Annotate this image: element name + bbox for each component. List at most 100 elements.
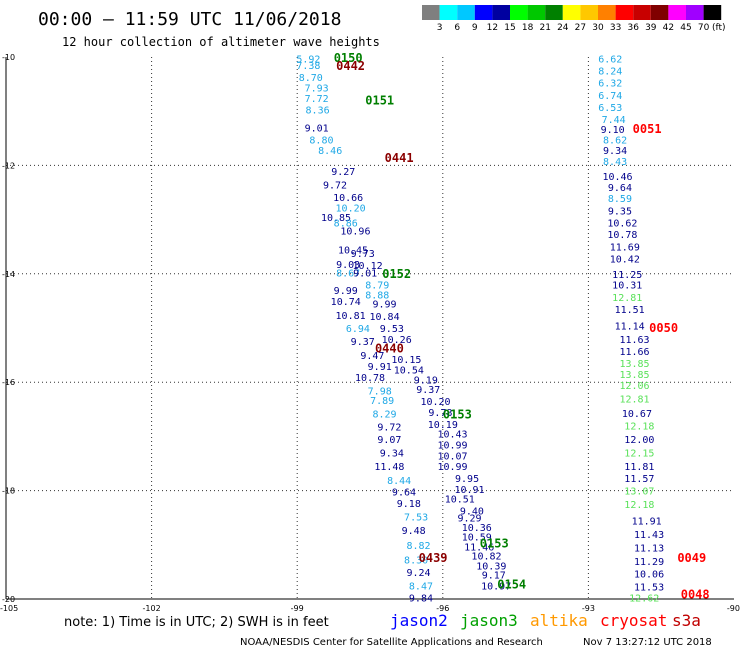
- wave-height-point: 11.25: [612, 270, 642, 281]
- colorbar-swatch: [703, 5, 722, 20]
- wave-height-point: 10.96: [340, 226, 370, 237]
- colorbar-label: 42: [663, 23, 674, 33]
- colorbar-swatch: [474, 5, 493, 20]
- colorbar-label: 30: [592, 23, 604, 33]
- y-tick-label: -20: [2, 595, 15, 604]
- wave-height-point: 9.99: [334, 286, 358, 297]
- wave-height-point: 7.38: [296, 61, 320, 72]
- wave-height-point: 8.29: [373, 410, 397, 421]
- colorbar-swatch: [668, 5, 686, 20]
- wave-height-point: 12.15: [624, 449, 654, 460]
- wave-height-point: 9.64: [392, 488, 416, 499]
- wave-height-point: 9.01: [353, 269, 377, 280]
- legend: jason2 jason3 altika cryosat s3a: [390, 611, 701, 630]
- x-tick-label: -96: [436, 604, 449, 613]
- wave-height-point: 7.98: [368, 386, 392, 397]
- x-tick-label: -90: [727, 604, 740, 613]
- wave-height-point: 6.74: [598, 91, 622, 102]
- wave-height-point: 10.99: [437, 462, 467, 473]
- colorbar-swatch: [457, 5, 475, 20]
- wave-height-point: 10.99: [437, 441, 467, 452]
- y-tick-label: -18: [2, 487, 15, 496]
- wave-height-point: 10.31: [612, 281, 642, 292]
- wave-height-point: 10.42: [610, 255, 640, 266]
- track-label: 0440: [375, 342, 404, 356]
- wave-height-point: 10.20: [420, 397, 450, 408]
- track-label: 0442: [336, 59, 365, 73]
- wave-height-point: 6.62: [598, 55, 622, 66]
- wave-height-point: 8.67: [336, 269, 360, 280]
- colorbar-label: 15: [504, 23, 515, 33]
- wave-height-point: 10.85: [321, 213, 351, 224]
- wave-height-point: 8.86: [334, 218, 358, 229]
- wave-height-point: 10.78: [607, 230, 637, 241]
- wave-height-point: 13.85: [619, 370, 649, 381]
- wave-height-point: 12.18: [624, 422, 654, 433]
- wave-height-point: 9.95: [455, 474, 479, 485]
- wave-height-point: 6.94: [346, 324, 370, 335]
- wave-height-point: 13.07: [624, 487, 654, 498]
- wave-height-point: 9.73: [351, 249, 375, 260]
- wave-height-point: 9.78: [428, 408, 452, 419]
- legend-entry: jason3: [460, 611, 518, 630]
- data-points: 5.927.388.707.937.728.369.018.808.469.27…: [296, 55, 664, 605]
- wave-height-point: 7.72: [305, 94, 329, 105]
- wave-height-point: 10.26: [382, 335, 412, 346]
- colorbar-swatch: [598, 5, 616, 20]
- track-label: 0441: [385, 151, 414, 165]
- legend-entry: jason2: [390, 611, 448, 630]
- track-label: 0050: [649, 321, 678, 335]
- colorbar-swatch: [615, 5, 634, 20]
- colorbar-label: 6: [454, 23, 460, 33]
- legend-entry: cryosat: [600, 611, 667, 630]
- wave-height-point: 9.53: [380, 324, 404, 335]
- colorbar-label: 39: [645, 23, 657, 33]
- track-label: 0150: [334, 51, 363, 65]
- x-tick-label: -105: [0, 604, 18, 613]
- colorbar-label: 45: [680, 23, 691, 33]
- wave-height-point: 9.37: [351, 337, 375, 348]
- y-tick-label: -16: [2, 378, 15, 387]
- colorbar-swatch: [562, 5, 581, 20]
- wave-height-point: 12.81: [612, 293, 642, 304]
- wave-height-point: 10.91: [454, 485, 484, 496]
- wave-height-point: 7.89: [370, 396, 394, 407]
- colorbar-swatch: [650, 5, 669, 20]
- track-label: 0439: [419, 551, 448, 565]
- wave-height-point: 11.43: [634, 530, 664, 541]
- wave-height-point: 9.19: [414, 375, 438, 386]
- wave-height-point: 8.82: [406, 541, 430, 552]
- grid: [6, 57, 734, 599]
- wave-height-point: 11.57: [624, 474, 654, 485]
- wave-height-point: 9.47: [360, 351, 384, 362]
- wave-height-point: 11.69: [610, 243, 640, 254]
- wave-height-point: 9.03: [336, 260, 360, 271]
- wave-height-point: 9.99: [373, 300, 397, 311]
- wave-height-point: 10.78: [355, 373, 385, 384]
- chart-title: 00:00 – 11:59 UTC 11/06/2018: [38, 9, 341, 30]
- wave-height-point: 9.27: [331, 167, 355, 178]
- wave-height-point: 10.97: [481, 581, 511, 592]
- colorbar-label: 36: [627, 23, 639, 33]
- wave-height-point: 11.46: [464, 542, 494, 553]
- chart-subtitle: 12 hour collection of altimeter wave hei…: [62, 35, 380, 49]
- track-label: 0049: [677, 551, 706, 565]
- colorbar-label: 9: [472, 23, 478, 33]
- wave-height-point: 9.07: [377, 435, 401, 446]
- wave-height-point: 10.84: [370, 312, 400, 323]
- wave-height-point: 8.70: [299, 73, 323, 84]
- wave-height-point: 5.92: [296, 55, 320, 66]
- colorbar-unit: (ft): [712, 23, 726, 33]
- wave-height-point: 11.63: [619, 335, 649, 346]
- wave-height-point: 8.88: [365, 290, 389, 301]
- wave-height-point: 6.32: [598, 78, 622, 89]
- wave-height-point: 10.20: [336, 204, 366, 215]
- wave-height-point: 11.66: [619, 347, 649, 358]
- wave-height-point: 9.64: [608, 183, 632, 194]
- wave-height-point: 8.46: [318, 146, 342, 157]
- colorbar-label: 27: [575, 23, 586, 33]
- footer-timestamp: Nov 7 13:27:12 UTC 2018: [583, 637, 712, 648]
- wave-height-point: 12.06: [619, 381, 649, 392]
- wave-height-point: 10.36: [462, 523, 492, 534]
- wave-height-point: 10.51: [445, 495, 475, 506]
